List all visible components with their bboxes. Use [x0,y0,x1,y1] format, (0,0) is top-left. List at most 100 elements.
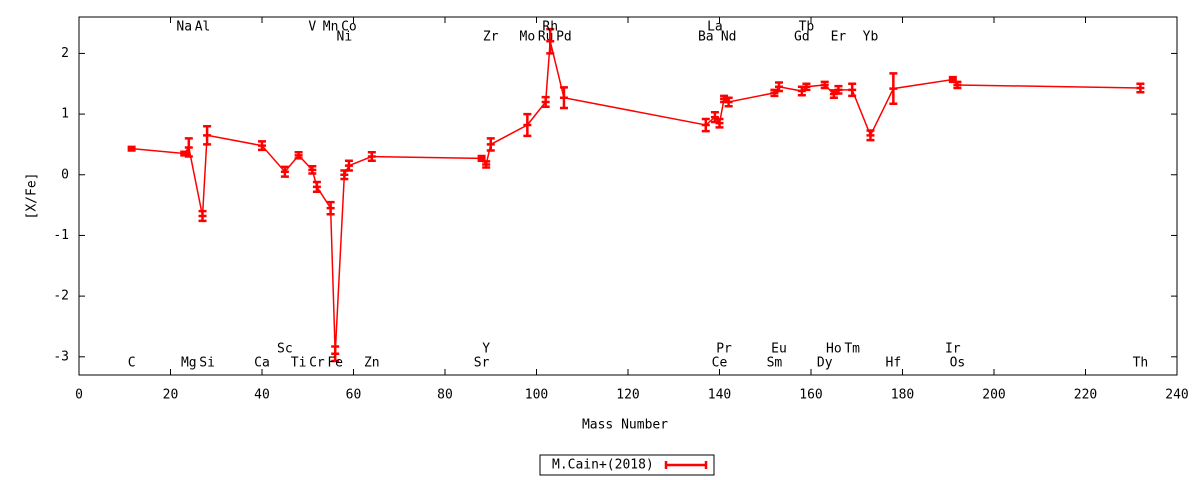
element-label: Na [176,20,192,35]
error-bar [340,169,349,181]
element-label: Ba [698,30,714,45]
element-label: Ti [291,356,307,371]
error-bar [331,345,340,363]
error-bar [710,111,719,124]
element-label: Al [195,20,211,35]
element-label: Y [482,342,490,357]
error-bar [523,112,532,138]
y-tick-label: -2 [53,289,69,304]
error-bar [802,82,811,92]
x-tick-label: 0 [75,388,83,403]
element-label: Yb [863,30,879,45]
x-tick-label: 200 [982,388,1005,403]
error-bar [820,80,829,90]
error-bar [184,137,193,158]
error-bar [889,72,898,106]
legend-label: M.Cain+(2018) [552,458,654,473]
element-label: Si [199,356,215,371]
error-bar [724,96,733,108]
error-bar [127,145,136,152]
element-label: Co [341,20,357,35]
error-bar [774,81,783,93]
error-bar [258,140,266,152]
legend-swatch [664,461,708,469]
element-label: Mg [181,356,197,371]
element-label: Fe [327,356,343,371]
element-label: Mn [323,20,339,35]
element-label: Tm [844,342,860,357]
element-label: Sr [474,356,490,371]
error-bar [367,151,376,163]
element-label: Dy [817,356,833,371]
element-label: Ce [712,356,728,371]
element-label: Eu [771,342,787,357]
y-tick-label: 1 [61,107,69,122]
element-label: Ni [337,30,353,45]
error-bar [477,154,486,163]
error-bar [344,159,353,172]
element-label: Cr [309,356,325,371]
series-line [131,41,1141,354]
element-label: Er [831,30,847,45]
x-tick-label: 20 [163,388,179,403]
error-bar [720,94,729,104]
element-label: Ir [945,342,961,357]
error-bar [482,160,491,169]
element-label: V [308,20,316,35]
error-bar [203,124,212,146]
element-label: Pd [556,30,572,45]
x-tick-label: 140 [708,388,731,403]
error-bar [198,209,207,223]
element-label: Nd [721,30,737,45]
element-label: C [128,356,136,371]
x-tick-label: 80 [437,388,453,403]
error-bar [486,137,495,152]
element-label: Zn [364,356,380,371]
element-label: Ca [254,356,270,371]
error-bar [953,80,962,90]
error-bar [559,86,568,110]
error-bar [770,88,779,98]
error-bar [797,85,806,97]
error-bar [848,82,857,98]
element-label: Gd [794,30,810,45]
element-label: Zr [483,30,499,45]
element-label: Pr [716,342,732,357]
element-label: Rh [542,20,558,35]
error-bar [829,89,838,99]
element-label: Mo [520,30,536,45]
x-tick-label: 120 [616,388,639,403]
y-tick-label: 0 [61,167,69,182]
x-tick-label: 180 [891,388,914,403]
element-label: Os [950,356,966,371]
element-label: La [707,20,723,35]
element-label: Ho [826,342,842,357]
y-tick-label: 2 [61,46,69,61]
error-bar [308,165,317,175]
plot-frame [78,16,1178,376]
error-bar [866,129,875,142]
x-tick-label: 240 [1165,388,1188,403]
error-bar [312,180,321,194]
x-tick-label: 100 [525,388,548,403]
x-tick-label: 60 [346,388,362,403]
error-bar [180,150,189,157]
error-bar [280,165,289,178]
error-bar [834,84,843,95]
legend-box [539,454,715,476]
y-tick-label: -1 [53,228,69,243]
element-label: Sm [767,356,783,371]
element-label: Sc [277,342,293,357]
error-bar [326,200,335,216]
x-tick-label: 160 [799,388,822,403]
error-bar [948,75,957,84]
error-bar [294,151,303,160]
x-axis-label: Mass Number [582,418,668,433]
x-tick-label: 40 [254,388,270,403]
error-bar [715,117,724,129]
error-bar [541,95,550,109]
error-bar [701,117,710,133]
x-tick-label: 220 [1074,388,1097,403]
y-tick-label: -3 [53,349,69,364]
